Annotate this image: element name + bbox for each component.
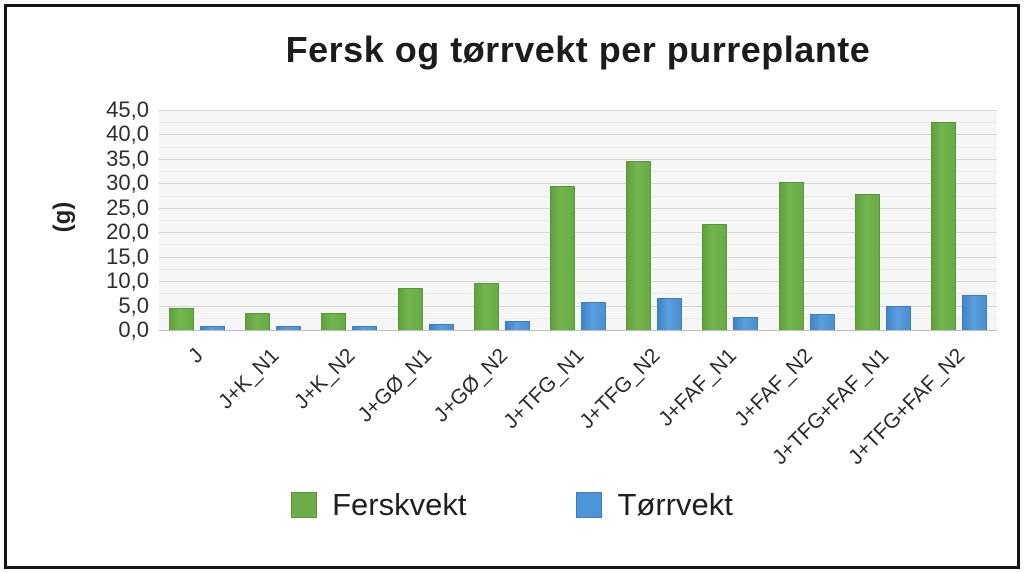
gridline [159, 110, 997, 111]
gridline [159, 196, 997, 197]
gridline [159, 208, 997, 209]
bar-tørrvekt-J+TFG_N2 [657, 298, 683, 330]
gridline [159, 281, 997, 282]
y-tick-label: 0,0 [118, 317, 149, 342]
bar-ferskvekt-J+FAF_N2 [778, 182, 804, 330]
y-tick-label: 10,0 [106, 268, 149, 294]
gridline [159, 232, 997, 233]
bar-group-J+FAF_N2 [769, 110, 845, 330]
x-tick-label-J+TFG_N2: J+TFG_N2 [575, 344, 665, 434]
gridline [159, 220, 997, 221]
bar-tørrvekt-J+K_N2 [352, 326, 378, 330]
gridline [159, 122, 997, 123]
bar-ferskvekt-J+TFG+FAF_N1 [854, 194, 880, 330]
x-tick-label-J+GØ_N1: J+GØ_N1 [353, 344, 436, 427]
bar-group-J+GØ_N1 [388, 110, 464, 330]
bar-group-J+FAF_N1 [692, 110, 768, 330]
plot-area [159, 110, 997, 331]
y-tick-label: 5,0 [118, 292, 149, 318]
legend-entry-torrvekt: Tørrvekt [576, 487, 733, 523]
x-tick-label-J+K_N2: J+K_N2 [290, 344, 360, 414]
bar-tørrvekt-J+TFG+FAF_N1 [885, 306, 911, 330]
y-tick-label: 30,0 [106, 170, 149, 196]
bar-group-J+TFG_N1 [540, 110, 616, 330]
bar-tørrvekt-J+GØ_N2 [504, 321, 530, 330]
gridline [159, 318, 997, 319]
bar-group-J+K_N2 [311, 110, 387, 330]
legend-swatch-ferskvekt [291, 492, 318, 518]
legend-label-torrvekt: Tørrvekt [617, 487, 733, 522]
x-axis-line [159, 330, 997, 331]
bar-group-J+TFG_N2 [616, 110, 692, 330]
bar-ferskvekt-J+TFG+FAF_N2 [930, 121, 956, 330]
gridline [159, 244, 997, 245]
gridline [159, 306, 997, 307]
bar-group-J+TFG+FAF_N2 [921, 110, 997, 330]
bar-ferskvekt-J+K_N2 [321, 313, 347, 330]
bar-ferskvekt-J [169, 307, 195, 330]
bar-ferskvekt-J+GØ_N2 [473, 282, 499, 330]
bar-tørrvekt-J [200, 325, 226, 330]
y-tick-label: 35,0 [106, 145, 149, 171]
legend: Ferskvekt Tørrvekt [7, 487, 1017, 523]
bar-tørrvekt-J+FAF_N1 [733, 317, 759, 330]
x-tick-label-J+K_N1: J+K_N1 [214, 344, 284, 414]
bar-tørrvekt-J+FAF_N2 [809, 314, 835, 330]
legend-label-ferskvekt: Ferskvekt [332, 487, 467, 522]
bar-group-J+K_N1 [235, 110, 311, 330]
x-tick-label-J+FAF_N1: J+FAF_N1 [653, 344, 741, 431]
gridline [159, 257, 997, 258]
y-tick-label: 25,0 [106, 194, 149, 220]
bar-tørrvekt-J+GØ_N1 [428, 323, 454, 330]
gridline [159, 293, 997, 294]
gridline [159, 134, 997, 135]
bar-ferskvekt-J+TFG_N1 [550, 185, 576, 330]
x-tick-label-J: J [183, 344, 208, 368]
gridline [159, 269, 997, 270]
bars-layer [159, 110, 997, 330]
gridline [159, 183, 997, 184]
y-tick-label: 15,0 [106, 243, 149, 269]
bar-ferskvekt-J+TFG_N2 [626, 160, 652, 330]
gridline [159, 159, 997, 160]
legend-entry-ferskvekt: Ferskvekt [291, 487, 466, 523]
bar-tørrvekt-J+TFG_N1 [581, 302, 607, 330]
bar-ferskvekt-J+K_N1 [245, 313, 271, 330]
gridline [159, 171, 997, 172]
gridline [159, 147, 997, 148]
bar-ferskvekt-J+GØ_N1 [397, 288, 423, 330]
y-tick-label: 20,0 [106, 219, 149, 245]
x-tick-label-J+TFG_N1: J+TFG_N1 [498, 344, 589, 434]
bar-ferskvekt-J+FAF_N1 [702, 223, 728, 330]
legend-swatch-torrvekt [576, 492, 603, 518]
bar-group-J+GØ_N2 [464, 110, 540, 330]
bar-tørrvekt-J+K_N1 [276, 326, 302, 330]
chart-border-frame: Fersk og tørrvekt per purreplante (g) 0,… [4, 4, 1020, 569]
chart-title: Fersk og tørrvekt per purreplante [285, 29, 871, 70]
y-tick-label: 40,0 [106, 121, 149, 147]
bar-group-J+TFG+FAF_N1 [845, 110, 921, 330]
bar-group-J [159, 110, 235, 330]
y-tick-label: 45,0 [106, 97, 149, 122]
bar-tørrvekt-J+TFG+FAF_N2 [961, 294, 987, 330]
